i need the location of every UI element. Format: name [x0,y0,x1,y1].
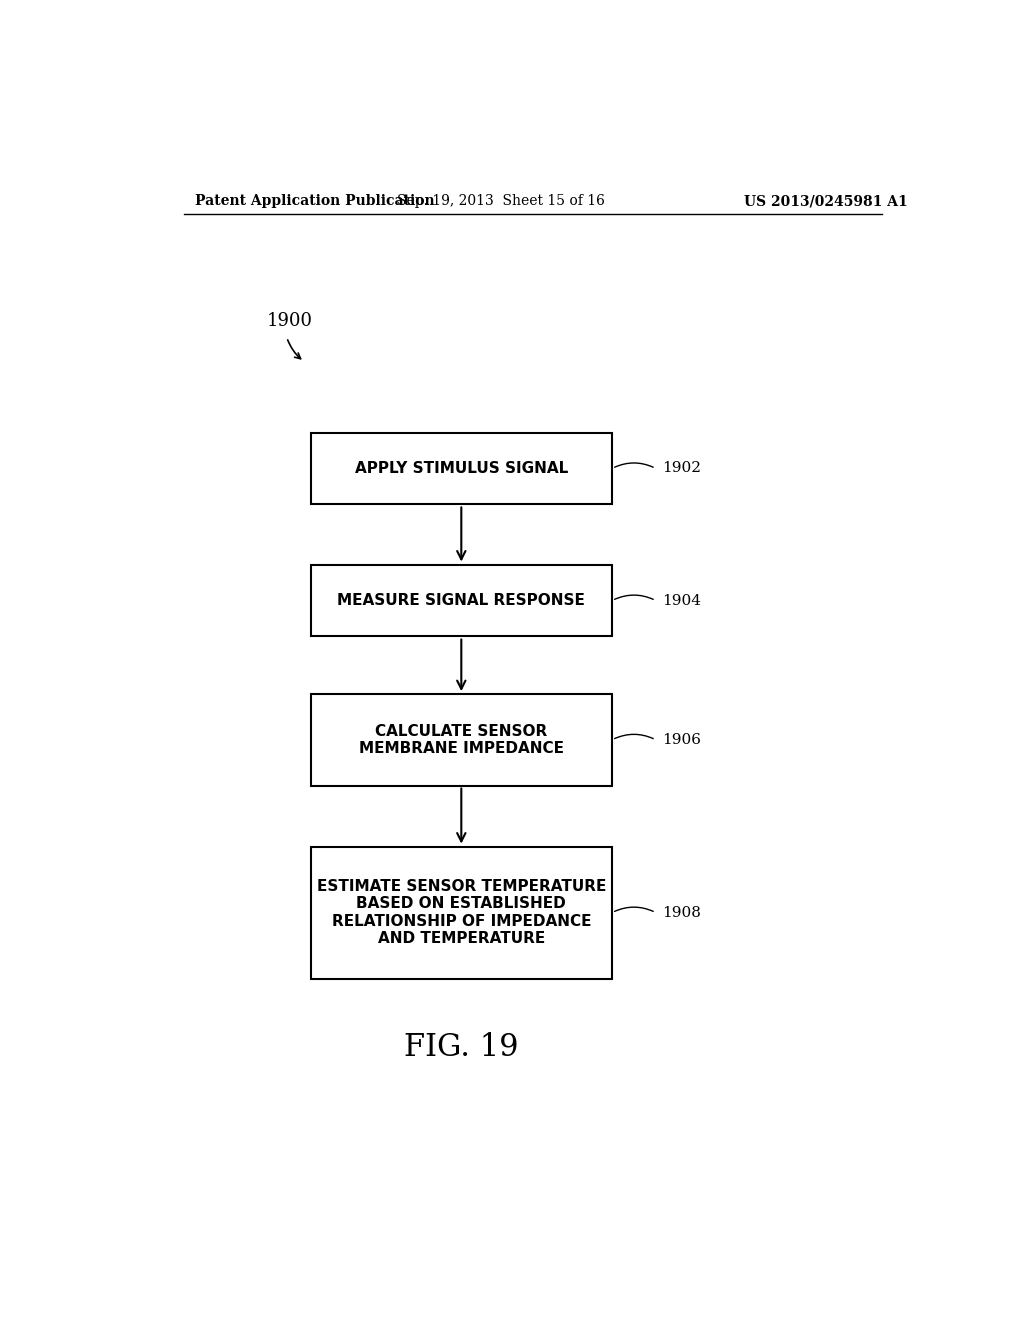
FancyBboxPatch shape [310,694,612,785]
Text: Sep. 19, 2013  Sheet 15 of 16: Sep. 19, 2013 Sheet 15 of 16 [397,194,605,209]
Text: 1908: 1908 [663,906,701,920]
Text: APPLY STIMULUS SIGNAL: APPLY STIMULUS SIGNAL [354,461,568,477]
Text: CALCULATE SENSOR
MEMBRANE IMPEDANCE: CALCULATE SENSOR MEMBRANE IMPEDANCE [358,723,564,756]
Text: Patent Application Publication: Patent Application Publication [196,194,435,209]
Text: MEASURE SIGNAL RESPONSE: MEASURE SIGNAL RESPONSE [337,593,586,609]
FancyBboxPatch shape [310,846,612,978]
Text: US 2013/0245981 A1: US 2013/0245981 A1 [744,194,908,209]
Text: 1900: 1900 [267,312,313,330]
FancyBboxPatch shape [310,565,612,636]
Text: FIG. 19: FIG. 19 [404,1032,518,1063]
Text: ESTIMATE SENSOR TEMPERATURE
BASED ON ESTABLISHED
RELATIONSHIP OF IMPEDANCE
AND T: ESTIMATE SENSOR TEMPERATURE BASED ON EST… [316,879,606,946]
Text: 1902: 1902 [663,462,701,475]
FancyBboxPatch shape [310,433,612,504]
Text: 1906: 1906 [663,733,701,747]
Text: 1904: 1904 [663,594,701,607]
